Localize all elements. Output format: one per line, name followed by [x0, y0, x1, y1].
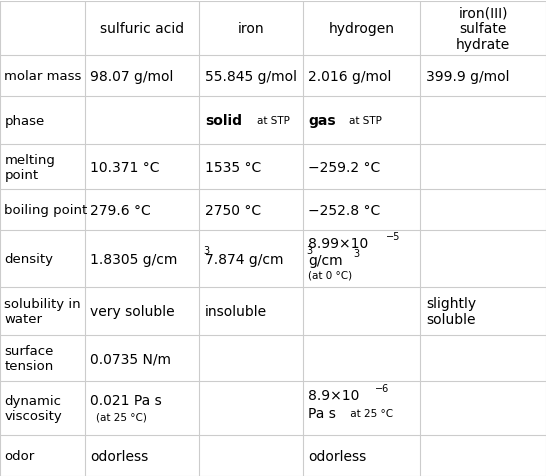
Text: 0.0735 N/m: 0.0735 N/m: [90, 351, 171, 366]
Text: insoluble: insoluble: [205, 304, 267, 318]
Text: 3: 3: [306, 246, 312, 256]
Text: boiling point: boiling point: [4, 204, 87, 217]
Text: 2750 °C: 2750 °C: [205, 203, 261, 218]
Text: 10.371 °C: 10.371 °C: [90, 160, 159, 174]
Text: sulfuric acid: sulfuric acid: [100, 22, 184, 36]
Text: 0.021 Pa s: 0.021 Pa s: [90, 393, 162, 407]
Text: 399.9 g/mol: 399.9 g/mol: [426, 69, 509, 83]
Text: iron(III)
sulfate
hydrate: iron(III) sulfate hydrate: [456, 6, 511, 52]
Text: at STP: at STP: [348, 116, 381, 126]
Text: solid: solid: [205, 114, 242, 128]
Text: 8.99×10: 8.99×10: [308, 236, 369, 250]
Text: at 25 °C: at 25 °C: [347, 408, 393, 418]
Text: 1535 °C: 1535 °C: [205, 160, 261, 174]
Text: (at 0 °C): (at 0 °C): [308, 270, 353, 280]
Text: −6: −6: [375, 383, 389, 393]
Text: dynamic
viscosity: dynamic viscosity: [4, 395, 62, 422]
Text: 8.9×10: 8.9×10: [308, 388, 360, 402]
Text: at STP: at STP: [257, 116, 290, 126]
Text: slightly
soluble: slightly soluble: [426, 296, 476, 327]
Text: 55.845 g/mol: 55.845 g/mol: [205, 69, 296, 83]
Text: 98.07 g/mol: 98.07 g/mol: [90, 69, 174, 83]
Text: Pa s: Pa s: [308, 406, 336, 420]
Text: 3: 3: [203, 246, 209, 256]
Text: 2.016 g/mol: 2.016 g/mol: [308, 69, 392, 83]
Text: iron: iron: [238, 22, 264, 36]
Text: hydrogen: hydrogen: [329, 22, 395, 36]
Text: (at 25 °C): (at 25 °C): [96, 412, 146, 422]
Text: 7.874 g/cm: 7.874 g/cm: [205, 252, 283, 266]
Text: −252.8 °C: −252.8 °C: [308, 203, 381, 218]
Text: −259.2 °C: −259.2 °C: [308, 160, 381, 174]
Text: very soluble: very soluble: [90, 304, 175, 318]
Text: −5: −5: [386, 231, 401, 241]
Text: 1.8305 g/cm: 1.8305 g/cm: [90, 252, 177, 266]
Text: surface
tension: surface tension: [4, 345, 54, 372]
Text: molar mass: molar mass: [4, 70, 82, 83]
Text: density: density: [4, 252, 54, 266]
Text: odorless: odorless: [308, 449, 367, 463]
Text: solubility in
water: solubility in water: [4, 298, 81, 325]
Text: odorless: odorless: [90, 449, 149, 463]
Text: phase: phase: [4, 114, 45, 127]
Text: melting
point: melting point: [4, 153, 55, 181]
Text: gas: gas: [308, 114, 336, 128]
Text: odor: odor: [4, 449, 34, 462]
Text: 3: 3: [353, 248, 359, 258]
Text: g/cm: g/cm: [308, 253, 343, 267]
Text: 279.6 °C: 279.6 °C: [90, 203, 151, 218]
